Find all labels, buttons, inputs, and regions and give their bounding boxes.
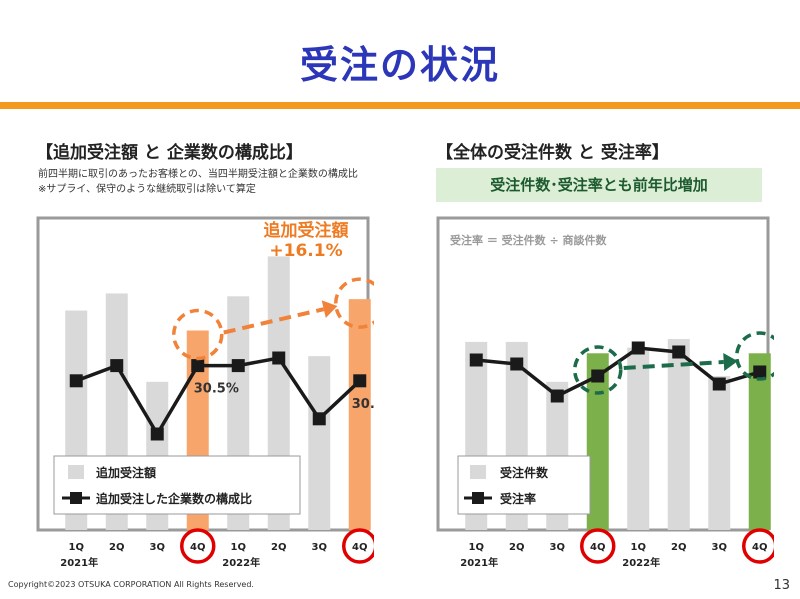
right-line-point-7 — [712, 377, 726, 391]
left-callout-line2: +16.1% — [269, 241, 342, 261]
left-line-point-3 — [150, 427, 164, 441]
right-arrow-annotation — [573, 331, 774, 395]
left-tick-3: 3Q — [150, 542, 165, 553]
left-line-series — [75, 356, 361, 438]
right-arrow-line — [623, 360, 724, 370]
right-legend-bar-label: 受注件数 — [500, 465, 549, 480]
right-arrow-head — [723, 353, 738, 371]
right-dashed-circle-1 — [573, 345, 623, 395]
right-legend-marker — [472, 492, 484, 504]
left-legend: 追加受注額 追加受注した企業数の構成比 — [53, 455, 301, 515]
page-title: 受注の状況 — [299, 43, 500, 87]
left-chart: 追加受注額 +16.1% 30.5% 30.3% 追加受注額 追加受注した企業数… — [36, 216, 374, 569]
left-line-point-2 — [110, 359, 124, 373]
left-data-label-1: 30.5% — [194, 382, 239, 397]
right-bar-6 — [667, 339, 690, 530]
right-bar-5 — [627, 347, 650, 530]
right-bar-4 — [586, 353, 609, 530]
right-bar-7 — [708, 376, 731, 530]
left-arrow-annotation — [172, 277, 374, 361]
right-tick-2: 2Q — [509, 542, 524, 553]
page-number: 13 — [773, 578, 790, 593]
right-tick-3: 3Q — [550, 542, 565, 553]
right-bar-8 — [748, 353, 771, 530]
left-tick-6: 2Q — [271, 542, 286, 553]
left-line-point-6 — [272, 351, 286, 365]
left-bar-7 — [308, 356, 331, 530]
left-legend-bar-swatch — [68, 465, 84, 479]
left-legend-box — [53, 455, 301, 515]
left-red-circle-2 — [342, 528, 374, 564]
right-tick-4: 4Q — [590, 542, 605, 553]
right-tick-1: 1Q — [469, 542, 484, 553]
left-callout-line1: 追加受注額 — [264, 220, 349, 241]
left-dashed-circle-2 — [334, 277, 374, 329]
right-year-label-1: 2021年 — [460, 556, 498, 569]
left-bar-8 — [348, 299, 371, 530]
left-tick-7: 3Q — [312, 542, 327, 553]
right-red-circle-1 — [580, 528, 616, 564]
right-line-series — [476, 346, 761, 399]
right-legend: 受注件数 受注率 — [457, 455, 591, 515]
left-line-point-1 — [69, 374, 83, 388]
highlight-box: 受注件数･受注率とも前年比増加 — [436, 168, 762, 202]
right-chart: 受注率 ＝ 受注件数 ÷ 商談件数 受注件数 受注率 1Q 2Q 3Q 4Q 1Q 2Q 3… — [436, 216, 774, 569]
right-section-title: 【全体の受注件数 と 受注率】 — [436, 143, 669, 163]
left-legend-line-label: 追加受注した企業数の構成比 — [96, 491, 252, 506]
left-data-label-2: 30.3% — [352, 397, 374, 412]
left-legend-marker — [70, 492, 82, 504]
left-legend-bar-label: 追加受注額 — [96, 465, 156, 480]
left-year-label-1: 2021年 — [60, 556, 98, 569]
left-line-point-5 — [231, 359, 245, 373]
right-line-point-6 — [672, 345, 686, 359]
left-red-circle-1 — [180, 528, 216, 564]
left-tick-2: 2Q — [109, 542, 124, 553]
left-tick-5: 1Q — [231, 542, 246, 553]
left-line-point-4 — [191, 359, 205, 373]
right-formula: 受注率 ＝ 受注件数 ÷ 商談件数 — [450, 233, 608, 247]
left-year-label-2: 2022年 — [222, 556, 260, 569]
left-line-point-7 — [312, 412, 326, 426]
left-note-line1: 前四半期に取引のあったお客様との、当四半期受注額と企業数の構成比 — [38, 169, 358, 180]
right-tick-8: 4Q — [752, 542, 767, 553]
right-tick-5: 1Q — [631, 542, 646, 553]
left-note-line2: ※サプライ、保守のような継続取引は除いて算定 — [38, 184, 256, 195]
left-tick-4: 4Q — [190, 542, 205, 553]
left-dashed-circle-1 — [172, 308, 224, 361]
left-section-title: 【追加受注額 と 企業数の構成比】 — [36, 143, 303, 163]
right-tick-6: 2Q — [671, 542, 686, 553]
left-tick-8: 4Q — [352, 542, 367, 553]
right-line-point-5 — [631, 341, 645, 355]
right-line-point-2 — [510, 357, 524, 371]
copyright: Copyright©2023 OTSUKA CORPORATION All Ri… — [8, 580, 254, 589]
right-tick-7: 3Q — [712, 542, 727, 553]
right-year-label-2: 2022年 — [622, 556, 660, 569]
right-dashed-circle-2 — [735, 331, 774, 381]
right-red-circle-2 — [742, 528, 774, 564]
right-line-point-4 — [591, 369, 605, 383]
right-line-point-3 — [550, 389, 564, 403]
right-line-point-1 — [469, 353, 483, 367]
left-arrow-head — [321, 300, 338, 318]
left-arrow-line — [223, 307, 325, 335]
left-line-point-8 — [353, 374, 367, 388]
left-note: 前四半期に取引のあったお客様との、当四半期受注額と企業数の構成比 ※サプライ、保… — [38, 167, 358, 197]
left-tick-1: 1Q — [69, 542, 84, 553]
right-line-point-8 — [753, 365, 767, 379]
right-legend-line-label: 受注率 — [500, 491, 536, 506]
title-underline — [0, 102, 800, 109]
right-legend-bar-swatch — [470, 465, 486, 479]
